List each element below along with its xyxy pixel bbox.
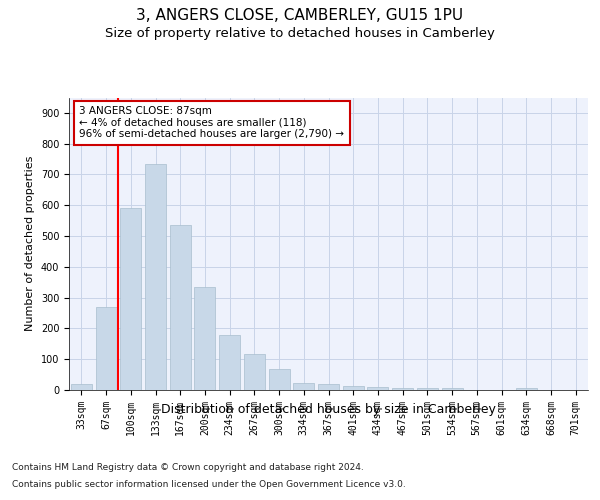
- Text: Distribution of detached houses by size in Camberley: Distribution of detached houses by size …: [161, 402, 496, 415]
- Bar: [293, 383, 314, 390]
- Bar: [516, 388, 537, 390]
- Bar: [367, 387, 388, 390]
- Text: Contains HM Land Registry data © Crown copyright and database right 2024.: Contains HM Land Registry data © Crown c…: [12, 462, 364, 471]
- Bar: [318, 384, 339, 390]
- Bar: [392, 388, 413, 390]
- Bar: [269, 369, 290, 390]
- Text: 3 ANGERS CLOSE: 87sqm
← 4% of detached houses are smaller (118)
96% of semi-deta: 3 ANGERS CLOSE: 87sqm ← 4% of detached h…: [79, 106, 344, 140]
- Bar: [145, 164, 166, 390]
- Text: Size of property relative to detached houses in Camberley: Size of property relative to detached ho…: [105, 28, 495, 40]
- Y-axis label: Number of detached properties: Number of detached properties: [25, 156, 35, 332]
- Text: 3, ANGERS CLOSE, CAMBERLEY, GU15 1PU: 3, ANGERS CLOSE, CAMBERLEY, GU15 1PU: [136, 8, 464, 22]
- Bar: [219, 335, 240, 390]
- Bar: [244, 354, 265, 390]
- Text: Contains public sector information licensed under the Open Government Licence v3: Contains public sector information licen…: [12, 480, 406, 489]
- Bar: [194, 287, 215, 390]
- Bar: [120, 208, 141, 390]
- Bar: [442, 388, 463, 390]
- Bar: [95, 307, 116, 390]
- Bar: [417, 388, 438, 390]
- Bar: [343, 386, 364, 390]
- Bar: [71, 384, 92, 390]
- Bar: [170, 226, 191, 390]
